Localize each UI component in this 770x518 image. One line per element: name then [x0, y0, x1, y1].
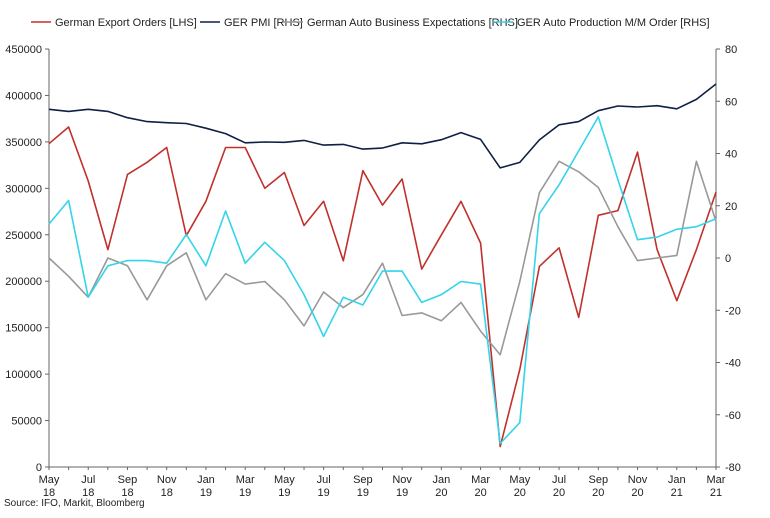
- x-axis-tick-label: Jul 19: [317, 474, 331, 499]
- x-axis-tick-label: Jul 20: [552, 474, 566, 499]
- x-axis-tick-label: Jul 18: [81, 474, 95, 499]
- x-tick-year: 18: [161, 487, 173, 499]
- x-tick-month: Sep: [589, 474, 609, 486]
- series-line-4: [48, 116, 717, 445]
- x-axis-tick-label: Mar 21: [707, 474, 726, 499]
- right-axis-tick-label: 0: [725, 253, 731, 265]
- x-tick-month: Jan: [197, 474, 215, 486]
- x-tick-month: Mar: [707, 474, 726, 486]
- left-axis-tick-label: 200000: [5, 276, 42, 288]
- x-tick-year: 19: [239, 487, 251, 499]
- x-axis-tick-label: Mar 19: [236, 474, 255, 499]
- x-tick-month: Jul: [317, 474, 331, 486]
- x-tick-year: 19: [278, 487, 290, 499]
- x-tick-year: 20: [514, 487, 526, 499]
- x-tick-month: Sep: [353, 474, 373, 486]
- source-note: Source: IFO, Markit, Bloomberg: [4, 498, 145, 509]
- legend-label: German Auto Business Expectations [RHS]: [307, 17, 518, 29]
- x-axis-tick-label: Sep 18: [118, 474, 138, 499]
- x-tick-year: 21: [671, 487, 683, 499]
- x-tick-month: Mar: [236, 474, 255, 486]
- x-tick-year: 18: [43, 487, 55, 499]
- x-tick-year: 20: [553, 487, 565, 499]
- x-tick-year: 18: [82, 487, 94, 499]
- x-tick-month: May: [39, 474, 60, 486]
- x-axis-tick-label: Sep 19: [353, 474, 373, 499]
- legend-label: GER Auto Production M/M Order [RHS]: [517, 17, 710, 29]
- axes: 0 50000 100000 150000 200000 250000 300000 3500…: [5, 44, 741, 499]
- left-axis-tick-label: 350000: [5, 137, 42, 149]
- x-tick-year: 20: [474, 487, 486, 499]
- left-axis-tick-label: 250000: [5, 230, 42, 242]
- x-axis-tick-label: Nov 18: [157, 474, 177, 499]
- right-axis-tick-label: 20: [725, 201, 737, 213]
- x-axis-tick-label: Jan 20: [432, 474, 450, 499]
- right-axis-tick-label: -80: [725, 462, 741, 474]
- left-axis-tick-label: 100000: [5, 369, 42, 381]
- x-tick-year: 21: [710, 487, 722, 499]
- x-tick-year: 20: [631, 487, 643, 499]
- x-tick-month: Nov: [392, 474, 412, 486]
- x-axis-tick-label: May 18: [39, 474, 60, 499]
- x-tick-month: Jul: [81, 474, 95, 486]
- x-tick-month: Mar: [471, 474, 490, 486]
- right-axis-tick-label: 80: [725, 44, 737, 56]
- x-tick-year: 19: [200, 487, 212, 499]
- left-axis-tick-label: 50000: [11, 416, 42, 428]
- x-axis-tick-label: Jan 19: [197, 474, 215, 499]
- x-axis-tick-label: Jan 21: [668, 474, 686, 499]
- series-layer: [48, 83, 717, 448]
- x-tick-year: 19: [396, 487, 408, 499]
- x-tick-year: 20: [592, 487, 604, 499]
- x-tick-month: Jan: [432, 474, 450, 486]
- x-tick-year: 20: [435, 487, 447, 499]
- left-axis-tick-label: 400000: [5, 90, 42, 102]
- x-axis-tick-label: May 19: [274, 474, 295, 499]
- x-tick-month: Nov: [157, 474, 177, 486]
- right-axis-tick-label: -40: [725, 358, 741, 370]
- left-axis-tick-label: 300000: [5, 183, 42, 195]
- x-tick-month: May: [274, 474, 295, 486]
- left-axis-tick-label: 450000: [5, 44, 42, 56]
- right-axis-tick-label: 40: [725, 149, 737, 161]
- x-axis-tick-label: Nov 19: [392, 474, 412, 499]
- x-tick-month: Sep: [118, 474, 138, 486]
- x-axis-tick-label: May 20: [509, 474, 530, 499]
- series-line-1: [48, 126, 717, 448]
- left-axis-tick-label: 0: [36, 462, 42, 474]
- right-axis-tick-label: -60: [725, 410, 741, 422]
- series-line-3: [48, 160, 717, 356]
- x-axis-tick-label: Nov 20: [628, 474, 648, 499]
- x-axis-tick-label: Sep 20: [589, 474, 609, 499]
- legend-label: German Export Orders [LHS]: [55, 17, 197, 29]
- right-axis-tick-label: 60: [725, 96, 737, 108]
- series-line-2: [48, 83, 717, 169]
- left-axis-tick-label: 150000: [5, 323, 42, 335]
- legend-label: GER PMI [RHS]: [224, 17, 303, 29]
- x-tick-month: Jan: [668, 474, 686, 486]
- x-tick-month: Nov: [628, 474, 648, 486]
- x-tick-month: May: [509, 474, 530, 486]
- x-axis-tick-label: Mar 20: [471, 474, 490, 499]
- x-tick-month: Jul: [552, 474, 566, 486]
- legend: German Export Orders [LHS] GER PMI [RHS] G…: [31, 17, 710, 29]
- x-tick-year: 19: [357, 487, 369, 499]
- right-axis-tick-label: -20: [725, 305, 741, 317]
- x-tick-year: 18: [121, 487, 133, 499]
- x-tick-year: 19: [318, 487, 330, 499]
